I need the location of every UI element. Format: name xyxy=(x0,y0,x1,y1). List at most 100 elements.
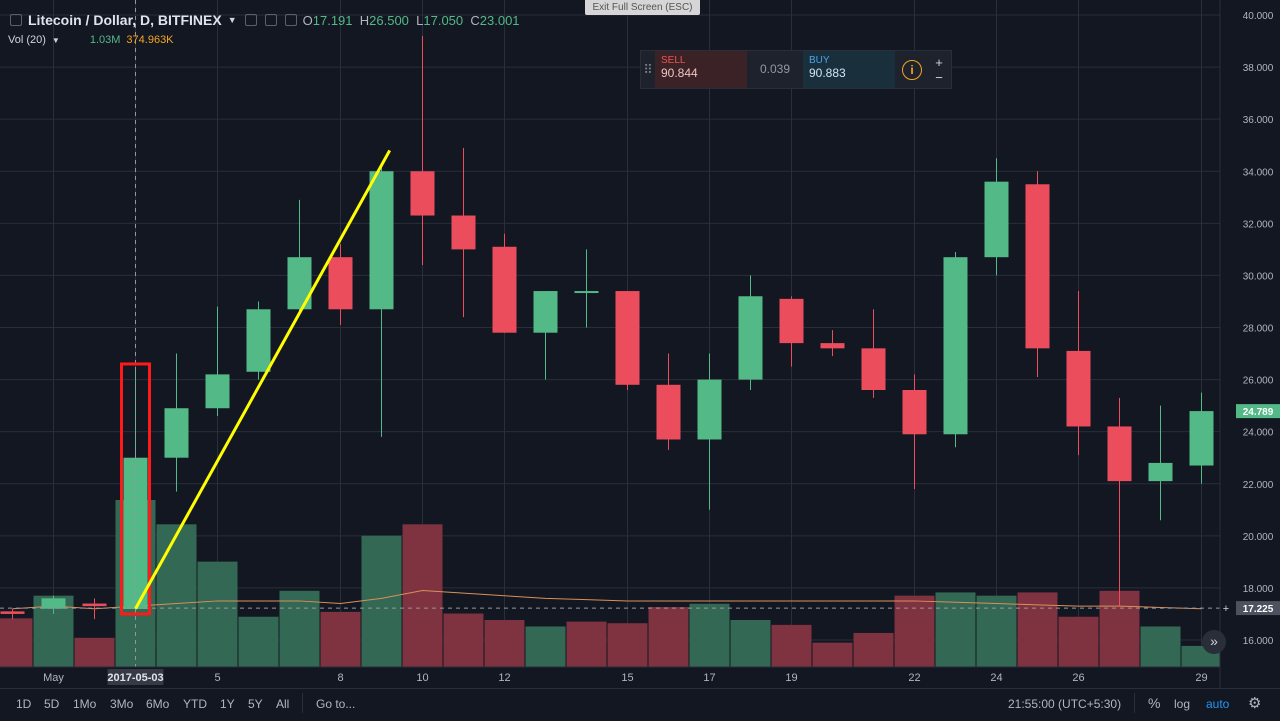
volume-bar xyxy=(607,623,648,667)
volume-ma-value: 374.963K xyxy=(126,34,174,46)
buy-button[interactable]: BUY 90.883 xyxy=(803,51,895,88)
collapse-legend-icon[interactable] xyxy=(10,14,22,26)
candle-up[interactable] xyxy=(1189,411,1214,466)
scroll-to-realtime-button[interactable]: » xyxy=(1202,630,1226,654)
candle-up[interactable] xyxy=(369,171,394,310)
percent-toggle[interactable]: % xyxy=(1148,695,1161,711)
range-1mo[interactable]: 1Mo xyxy=(73,697,97,711)
range-3mo[interactable]: 3Mo xyxy=(110,697,134,711)
volume-ma-line xyxy=(12,590,1202,610)
candle-down[interactable] xyxy=(615,291,640,385)
symbol-title[interactable]: Litecoin / Dollar, D, BITFINEX xyxy=(28,12,222,28)
candle-down[interactable] xyxy=(820,343,845,349)
chevron-down-icon[interactable]: ▼ xyxy=(227,15,237,25)
close-value: 23.001 xyxy=(479,12,520,28)
candle-down[interactable] xyxy=(779,298,804,344)
range-ytd[interactable]: YTD xyxy=(183,697,207,711)
range-5d[interactable]: 5D xyxy=(44,697,60,711)
y-tick-label: 38.000 xyxy=(1243,63,1274,74)
candle-up[interactable] xyxy=(984,181,1009,258)
volume-bar xyxy=(976,595,1017,667)
close-icon[interactable] xyxy=(284,14,297,26)
volume-bar xyxy=(689,603,730,667)
range-all[interactable]: All xyxy=(276,697,290,711)
range-5y[interactable]: 5Y xyxy=(248,697,263,711)
y-tick-label: 28.000 xyxy=(1243,324,1274,335)
candle-up[interactable] xyxy=(738,296,763,380)
candle-up[interactable] xyxy=(574,291,599,294)
drawings[interactable] xyxy=(0,0,1220,667)
minus-icon[interactable]: − xyxy=(935,69,943,85)
ohlc-values: O17.191 H26.500 L17.050 C23.001 xyxy=(303,13,520,28)
highlight-rectangle[interactable] xyxy=(120,362,151,616)
x-tick-label: 2017-05-03 xyxy=(107,672,163,684)
candle-down[interactable] xyxy=(410,171,435,216)
range-1d[interactable]: 1D xyxy=(16,697,32,711)
candle-down[interactable] xyxy=(902,390,927,435)
candle-down[interactable] xyxy=(1025,184,1050,349)
x-tick-label: 24 xyxy=(990,672,1002,684)
candle-down[interactable] xyxy=(451,215,476,250)
eye-icon[interactable] xyxy=(244,14,257,26)
candle-down[interactable] xyxy=(328,257,353,310)
time-axis[interactable]: May 2017-05-03 5 8 10 12 15 17 19 22 24 26 29 xyxy=(0,666,1220,685)
sell-button[interactable]: SELL 90.844 xyxy=(655,51,747,88)
range-6mo[interactable]: 6Mo xyxy=(146,697,170,711)
candle-up[interactable] xyxy=(205,374,230,409)
candle-down[interactable] xyxy=(1066,350,1091,427)
price-axis-panel[interactable] xyxy=(1220,0,1280,688)
chevron-down-icon[interactable]: ▼ xyxy=(51,35,60,45)
volume-bar xyxy=(1017,592,1058,667)
volume-bar xyxy=(74,637,115,667)
info-button[interactable]: i xyxy=(895,51,929,88)
drag-handle-icon[interactable]: ⠿ xyxy=(643,62,653,77)
divider xyxy=(302,693,303,713)
trade-panel: ⠿ SELL 90.844 0.039 BUY 90.883 i + − xyxy=(640,50,952,89)
open-value: 17.191 xyxy=(312,12,353,28)
add-alert-icon[interactable]: + xyxy=(1223,603,1229,615)
candle-down[interactable] xyxy=(861,348,886,390)
range-1y[interactable]: 1Y xyxy=(220,697,235,711)
candle-down[interactable] xyxy=(1107,426,1132,482)
volume-bar xyxy=(525,626,566,667)
candle-down[interactable] xyxy=(492,246,517,333)
clock[interactable]: 21:55:00 (UTC+5:30) xyxy=(1008,697,1122,711)
volume-bar xyxy=(320,611,361,667)
plus-icon[interactable]: + xyxy=(935,54,943,70)
candle-down[interactable] xyxy=(0,611,25,614)
price-chart[interactable]: 40.000 38.000 36.000 34.000 32.000 30.000 28.0… xyxy=(0,0,1280,688)
candle-down[interactable] xyxy=(82,603,107,607)
candle-up[interactable] xyxy=(533,291,558,333)
candle-up[interactable] xyxy=(41,598,66,609)
volume-bar xyxy=(361,535,402,667)
x-tick-label: 15 xyxy=(621,672,633,684)
x-tick-label: 19 xyxy=(785,672,797,684)
trendline[interactable] xyxy=(134,149,392,610)
candle-down[interactable] xyxy=(656,384,681,440)
goto-button[interactable]: Go to... xyxy=(316,697,356,711)
volume-bar xyxy=(156,524,197,667)
candle-up[interactable] xyxy=(246,309,271,372)
volume-bar xyxy=(1058,616,1099,667)
gear-icon[interactable]: ⚙ xyxy=(1248,695,1262,712)
volume-bar xyxy=(238,616,279,667)
price-tag-label: 24.789 xyxy=(1243,407,1274,418)
volume-title[interactable]: Vol (20) xyxy=(8,34,46,46)
sell-price: 90.844 xyxy=(661,66,698,80)
buy-label: BUY xyxy=(809,55,830,66)
candle-up[interactable] xyxy=(943,257,968,435)
auto-toggle[interactable]: auto xyxy=(1206,697,1230,711)
candle-up[interactable] xyxy=(1148,462,1173,482)
y-tick-label: 36.000 xyxy=(1243,115,1274,126)
gear-icon[interactable] xyxy=(264,14,277,26)
exit-fullscreen-button[interactable]: Exit Full Screen (ESC) xyxy=(585,0,700,15)
quantity-stepper[interactable]: + − xyxy=(929,51,949,88)
open-label: O xyxy=(302,12,313,28)
x-tick-label: 29 xyxy=(1195,672,1207,684)
log-toggle[interactable]: log xyxy=(1174,697,1191,711)
price-axis[interactable]: 40.000 38.000 36.000 34.000 32.000 30.000 28.0… xyxy=(1219,0,1280,688)
candle-up[interactable] xyxy=(164,408,189,458)
candle-up[interactable] xyxy=(287,257,312,310)
candle-up[interactable] xyxy=(697,379,722,440)
y-tick-label: 26.000 xyxy=(1243,376,1274,387)
